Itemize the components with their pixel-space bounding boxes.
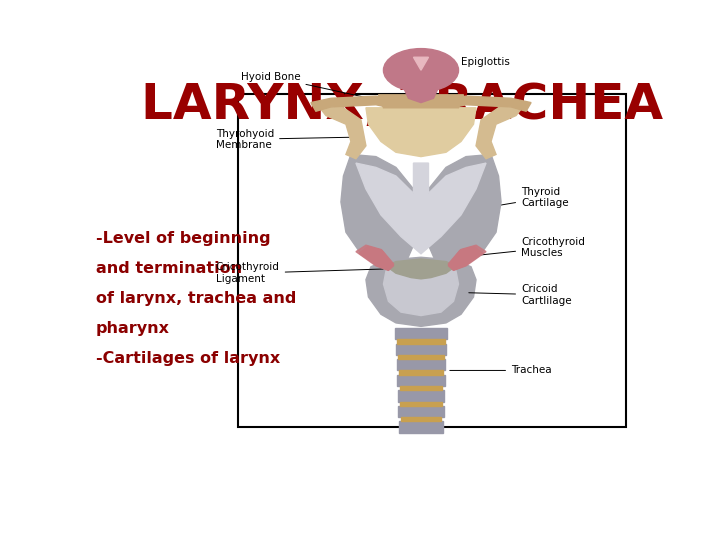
- Polygon shape: [403, 82, 438, 103]
- Text: Hyoid Bone: Hyoid Bone: [240, 72, 381, 101]
- Polygon shape: [379, 95, 464, 108]
- Polygon shape: [311, 96, 386, 111]
- Text: Cricoid
Cartlilage: Cricoid Cartlilage: [469, 284, 572, 306]
- Bar: [238, 94, 626, 427]
- Text: and termination: and termination: [96, 261, 242, 276]
- Polygon shape: [384, 264, 459, 315]
- Polygon shape: [399, 421, 443, 433]
- Polygon shape: [399, 370, 443, 375]
- Text: Epiglottis: Epiglottis: [438, 57, 510, 76]
- Text: Thyroid
Cartilage: Thyroid Cartilage: [496, 187, 569, 208]
- Polygon shape: [366, 108, 476, 157]
- Polygon shape: [359, 246, 393, 270]
- Polygon shape: [449, 245, 486, 270]
- Polygon shape: [456, 96, 531, 111]
- Polygon shape: [397, 359, 445, 370]
- Text: of larynx, trachea and: of larynx, trachea and: [96, 291, 296, 306]
- Polygon shape: [395, 328, 447, 339]
- Polygon shape: [398, 406, 444, 417]
- Polygon shape: [449, 246, 483, 270]
- Text: -Level of beginning: -Level of beginning: [96, 231, 270, 246]
- Polygon shape: [400, 402, 441, 406]
- Polygon shape: [476, 106, 521, 159]
- Text: Trachea: Trachea: [450, 366, 552, 375]
- Text: Thyrohyoid
Membrane: Thyrohyoid Membrane: [216, 129, 353, 150]
- Ellipse shape: [384, 49, 459, 92]
- Text: LARYNX, TRACHEA: LARYNX, TRACHEA: [141, 82, 664, 130]
- Polygon shape: [413, 57, 428, 70]
- Polygon shape: [397, 339, 445, 343]
- Polygon shape: [401, 417, 441, 421]
- Text: -Cartilages of larynx: -Cartilages of larynx: [96, 351, 280, 366]
- Text: Cricothyroid
Muscles: Cricothyroid Muscles: [474, 237, 585, 258]
- Polygon shape: [356, 163, 486, 254]
- Polygon shape: [386, 259, 456, 279]
- Polygon shape: [397, 375, 444, 386]
- Polygon shape: [396, 343, 446, 355]
- Polygon shape: [398, 355, 444, 359]
- Polygon shape: [400, 386, 442, 390]
- Polygon shape: [449, 247, 480, 270]
- Polygon shape: [362, 247, 393, 270]
- Polygon shape: [366, 257, 476, 326]
- Polygon shape: [321, 106, 366, 159]
- Text: pharynx: pharynx: [96, 321, 170, 336]
- Polygon shape: [398, 390, 444, 402]
- Polygon shape: [341, 154, 413, 267]
- Polygon shape: [356, 245, 393, 270]
- Text: Cricothyroid
Ligament: Cricothyroid Ligament: [216, 262, 383, 284]
- Polygon shape: [428, 154, 501, 267]
